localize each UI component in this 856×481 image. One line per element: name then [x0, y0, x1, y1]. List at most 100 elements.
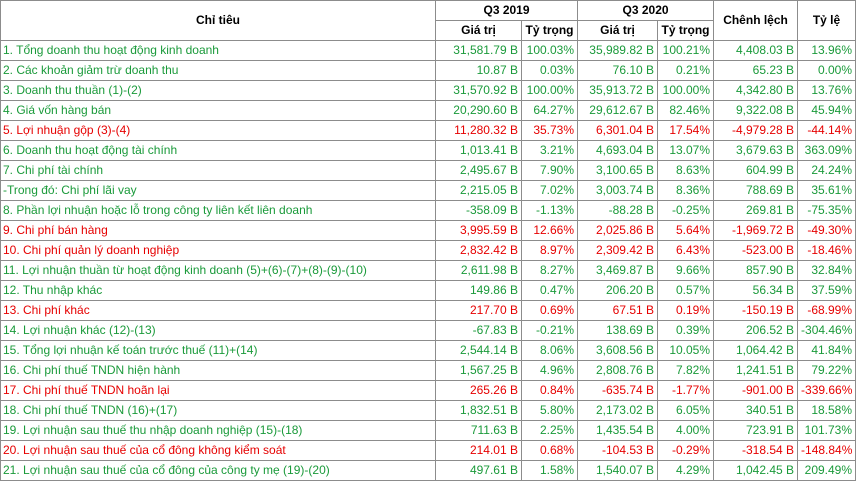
difference: 340.51 B	[713, 400, 799, 421]
share-2019: 4.96%	[520, 360, 579, 381]
table-row: 15. Tổng lợi nhuận kế toán trước thuế (1…	[0, 340, 856, 361]
difference: 206.52 B	[713, 320, 799, 341]
table-row: 5. Lợi nhuận gộp (3)-(4) 11,280.32 B 35.73…	[0, 120, 856, 141]
value-2019: 1,832.51 B	[435, 400, 522, 421]
value-2020: 35,989.82 B	[577, 40, 659, 61]
change-rate: 24.24%	[797, 160, 856, 181]
share-2020: 13.07%	[657, 140, 715, 161]
value-2020: -635.74 B	[577, 380, 659, 401]
share-2020: 6.05%	[657, 400, 715, 421]
row-label: 2. Các khoản giảm trừ doanh thu	[0, 60, 436, 81]
share-2019: 5.80%	[520, 400, 579, 421]
share-2019: 0.68%	[520, 440, 579, 461]
row-label: 8. Phần lợi nhuận hoặc lỗ trong công ty …	[0, 200, 436, 221]
change-rate: 18.58%	[797, 400, 856, 421]
change-rate: 209.49%	[797, 460, 856, 481]
value-2020: 3,608.56 B	[577, 340, 659, 361]
share-2019: 8.97%	[520, 240, 579, 261]
share-2020: 0.39%	[657, 320, 715, 341]
value-2019: 2,215.05 B	[435, 180, 522, 201]
difference: -523.00 B	[713, 240, 799, 261]
share-2020: 9.66%	[657, 260, 715, 281]
share-2019: 8.06%	[520, 340, 579, 361]
share-2019: 7.90%	[520, 160, 579, 181]
change-rate: 0.00%	[797, 60, 856, 81]
row-label: 19. Lợi nhuận sau thuế thu nhập doanh ng…	[0, 420, 436, 441]
value-2019: 10.87 B	[435, 60, 522, 81]
table-row: 4. Giá vốn hàng bán 20,290.60 B 64.27% 29,6…	[0, 100, 856, 121]
difference: -150.19 B	[713, 300, 799, 321]
value-2019: 1,013.41 B	[435, 140, 522, 161]
table-row: 9. Chi phí bán hàng 3,995.59 B 12.66% 2,025…	[0, 220, 856, 241]
change-rate: 79.22%	[797, 360, 856, 381]
row-label: 10. Chi phí quản lý doanh nghiệp	[0, 240, 436, 261]
value-2019: 214.01 B	[435, 440, 522, 461]
header-q3-2019: Q3 2019	[434, 0, 579, 21]
value-2019: 2,611.98 B	[435, 260, 522, 281]
row-label: 3. Doanh thu thuần (1)-(2)	[0, 80, 436, 101]
value-2019: 31,581.79 B	[435, 40, 522, 61]
row-label: 17. Chi phí thuế TNDN hoãn lại	[0, 380, 436, 401]
difference: -318.54 B	[713, 440, 799, 461]
value-2020: 138.69 B	[577, 320, 659, 341]
share-2020: 17.54%	[657, 120, 715, 141]
difference: 1,241.51 B	[713, 360, 799, 381]
value-2019: -358.09 B	[435, 200, 522, 221]
change-rate: -75.35%	[797, 200, 856, 221]
table-row: 7. Chi phí tài chính 2,495.67 B 7.90% 3,100…	[0, 160, 856, 181]
share-2019: 8.27%	[520, 260, 579, 281]
difference: 65.23 B	[713, 60, 799, 81]
row-label: 9. Chi phí bán hàng	[0, 220, 436, 241]
share-2020: -1.77%	[657, 380, 715, 401]
change-rate: -304.46%	[797, 320, 856, 341]
share-2019: 100.03%	[520, 40, 579, 61]
table-row: 8. Phần lợi nhuận hoặc lỗ trong công ty …	[0, 200, 856, 221]
row-label: 18. Chi phí thuế TNDN (16)+(17)	[0, 400, 436, 421]
row-label: 21. Lợi nhuận sau thuế của cổ đông của c…	[0, 460, 436, 481]
value-2019: -67.83 B	[435, 320, 522, 341]
difference: -901.00 B	[713, 380, 799, 401]
change-rate: 32.84%	[797, 260, 856, 281]
share-2020: 8.36%	[657, 180, 715, 201]
value-2020: -104.53 B	[577, 440, 659, 461]
value-2019: 2,544.14 B	[435, 340, 522, 361]
change-rate: -18.46%	[797, 240, 856, 261]
header-chi-tieu: Chỉ tiêu	[0, 0, 436, 41]
value-2020: 2,025.86 B	[577, 220, 659, 241]
value-2020: 1,540.07 B	[577, 460, 659, 481]
value-2019: 2,832.42 B	[435, 240, 522, 261]
table-row: -Trong đó: Chi phí lãi vay 2,215.05 B 7.02…	[0, 180, 856, 201]
table-row: 1. Tổng doanh thu hoạt động kinh doanh 31…	[0, 40, 856, 61]
share-2019: 0.84%	[520, 380, 579, 401]
difference: 1,042.45 B	[713, 460, 799, 481]
share-2020: 100.21%	[657, 40, 715, 61]
row-label: -Trong đó: Chi phí lãi vay	[0, 180, 436, 201]
difference: 1,064.42 B	[713, 340, 799, 361]
difference: 4,342.80 B	[713, 80, 799, 101]
value-2019: 265.26 B	[435, 380, 522, 401]
share-2020: 82.46%	[657, 100, 715, 121]
share-2020: 4.00%	[657, 420, 715, 441]
share-2020: 5.64%	[657, 220, 715, 241]
value-2020: -88.28 B	[577, 200, 659, 221]
value-2019: 1,567.25 B	[435, 360, 522, 381]
table-row: 12. Thu nhập khác 149.86 B 0.47% 206.20 B 0.…	[0, 280, 856, 301]
value-2020: 35,913.72 B	[577, 80, 659, 101]
header-gia-tri-2020: Giá trị	[577, 20, 659, 41]
change-rate: -68.99%	[797, 300, 856, 321]
difference: 4,408.03 B	[713, 40, 799, 61]
header-q3-2020: Q3 2020	[577, 0, 715, 21]
value-2020: 2,808.76 B	[577, 360, 659, 381]
change-rate: 41.84%	[797, 340, 856, 361]
table-row: 19. Lợi nhuận sau thuế thu nhập doanh ng…	[0, 420, 856, 441]
row-label: 7. Chi phí tài chính	[0, 160, 436, 181]
header-ty-le: Tỷ lệ	[797, 0, 856, 41]
share-2019: 2.25%	[520, 420, 579, 441]
value-2019: 11,280.32 B	[435, 120, 522, 141]
header-chenh-lech: Chênh lệch	[713, 0, 799, 41]
share-2020: 0.21%	[657, 60, 715, 81]
row-label: 20. Lợi nhuận sau thuế của cổ đông không…	[0, 440, 436, 461]
change-rate: 35.61%	[797, 180, 856, 201]
value-2020: 1,435.54 B	[577, 420, 659, 441]
change-rate: -339.66%	[797, 380, 856, 401]
